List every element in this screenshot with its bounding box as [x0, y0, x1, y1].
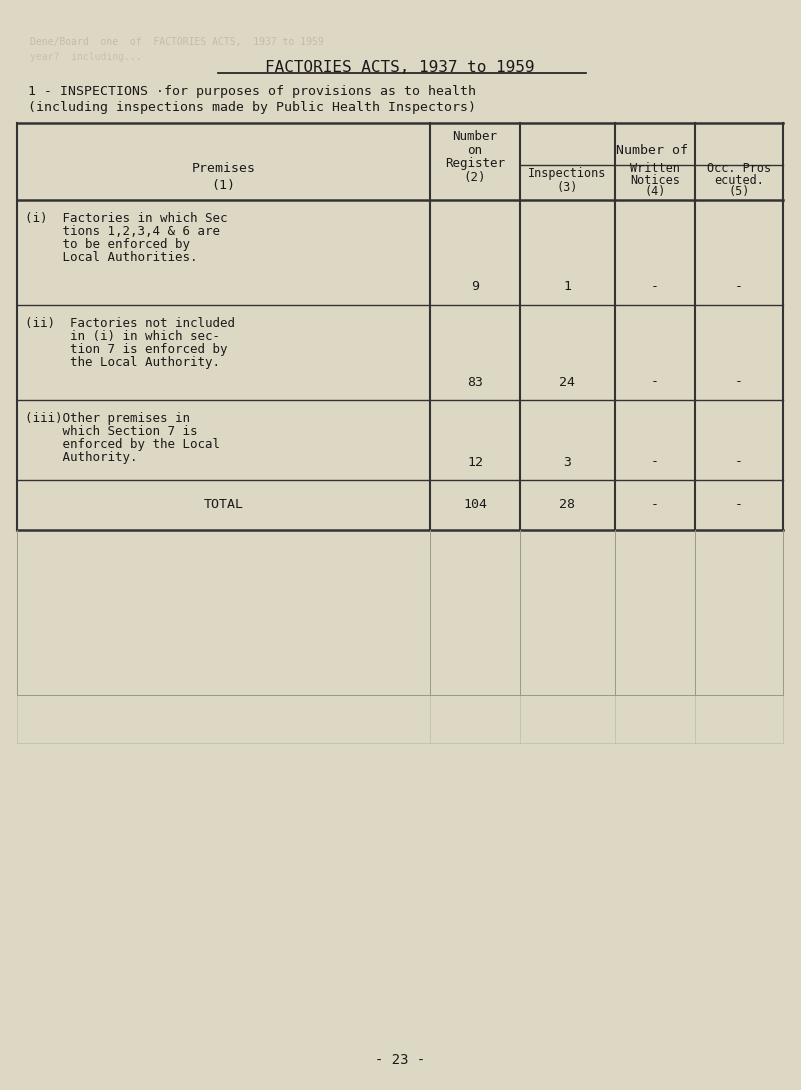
- Text: - 23 -: - 23 -: [375, 1053, 425, 1067]
- Text: (5): (5): [728, 184, 750, 197]
- Text: TOTAL: TOTAL: [203, 498, 244, 511]
- Text: tion 7 is enforced by: tion 7 is enforced by: [25, 343, 227, 356]
- Text: 3: 3: [563, 456, 571, 469]
- Text: Written: Written: [630, 162, 680, 175]
- Text: tions 1,2,3,4 & 6 are: tions 1,2,3,4 & 6 are: [25, 225, 220, 238]
- Text: to be enforced by: to be enforced by: [25, 238, 190, 251]
- Text: 12: 12: [467, 456, 483, 469]
- Text: Authority.: Authority.: [25, 451, 138, 464]
- Text: Inspections: Inspections: [529, 168, 606, 181]
- Text: -: -: [735, 280, 743, 293]
- Text: (1): (1): [211, 179, 235, 192]
- Text: Premises: Premises: [191, 161, 256, 174]
- Text: (ii)  Factories not included: (ii) Factories not included: [25, 317, 235, 330]
- Text: the Local Authority.: the Local Authority.: [25, 356, 220, 370]
- Text: 1: 1: [563, 280, 571, 293]
- Text: (iii)Other premises in: (iii)Other premises in: [25, 412, 190, 425]
- Text: on: on: [468, 144, 482, 157]
- Text: ecuted.: ecuted.: [714, 173, 764, 186]
- Text: Dene/Board  one  of  FACTORIES ACTS,  1937 to 1959: Dene/Board one of FACTORIES ACTS, 1937 t…: [30, 37, 324, 47]
- Text: -: -: [735, 456, 743, 469]
- Text: -: -: [651, 280, 659, 293]
- Text: -: -: [735, 498, 743, 511]
- Text: Occ. Pros: Occ. Pros: [707, 162, 771, 175]
- Text: Local Authorities.: Local Authorities.: [25, 251, 198, 264]
- Text: -: -: [735, 375, 743, 388]
- Text: in (i) in which sec-: in (i) in which sec-: [25, 330, 220, 343]
- Text: which Section 7 is: which Section 7 is: [25, 425, 198, 438]
- Text: 83: 83: [467, 375, 483, 388]
- Text: -: -: [651, 456, 659, 469]
- Text: (i)  Factories in which Sec: (i) Factories in which Sec: [25, 211, 227, 225]
- Text: Number of: Number of: [615, 144, 687, 157]
- Text: Register: Register: [445, 157, 505, 170]
- Text: (including inspections made by Public Health Inspectors): (including inspections made by Public He…: [28, 101, 476, 114]
- Text: (2): (2): [464, 170, 486, 183]
- Text: 9: 9: [471, 280, 479, 293]
- Text: 24: 24: [560, 375, 575, 388]
- Text: (4): (4): [644, 184, 666, 197]
- Text: Number: Number: [453, 131, 497, 144]
- Text: (3): (3): [557, 181, 578, 194]
- Text: 104: 104: [463, 498, 487, 511]
- Text: -: -: [651, 375, 659, 388]
- Text: -: -: [651, 498, 659, 511]
- Text: 1 - INSPECTIONS ·for purposes of provisions as to health: 1 - INSPECTIONS ·for purposes of provisi…: [28, 85, 476, 98]
- Text: year?  including...: year? including...: [30, 52, 142, 62]
- Text: 28: 28: [560, 498, 575, 511]
- Text: enforced by the Local: enforced by the Local: [25, 438, 220, 451]
- Text: FACTORIES ACTS, 1937 to 1959: FACTORIES ACTS, 1937 to 1959: [265, 61, 535, 75]
- Text: Notices: Notices: [630, 173, 680, 186]
